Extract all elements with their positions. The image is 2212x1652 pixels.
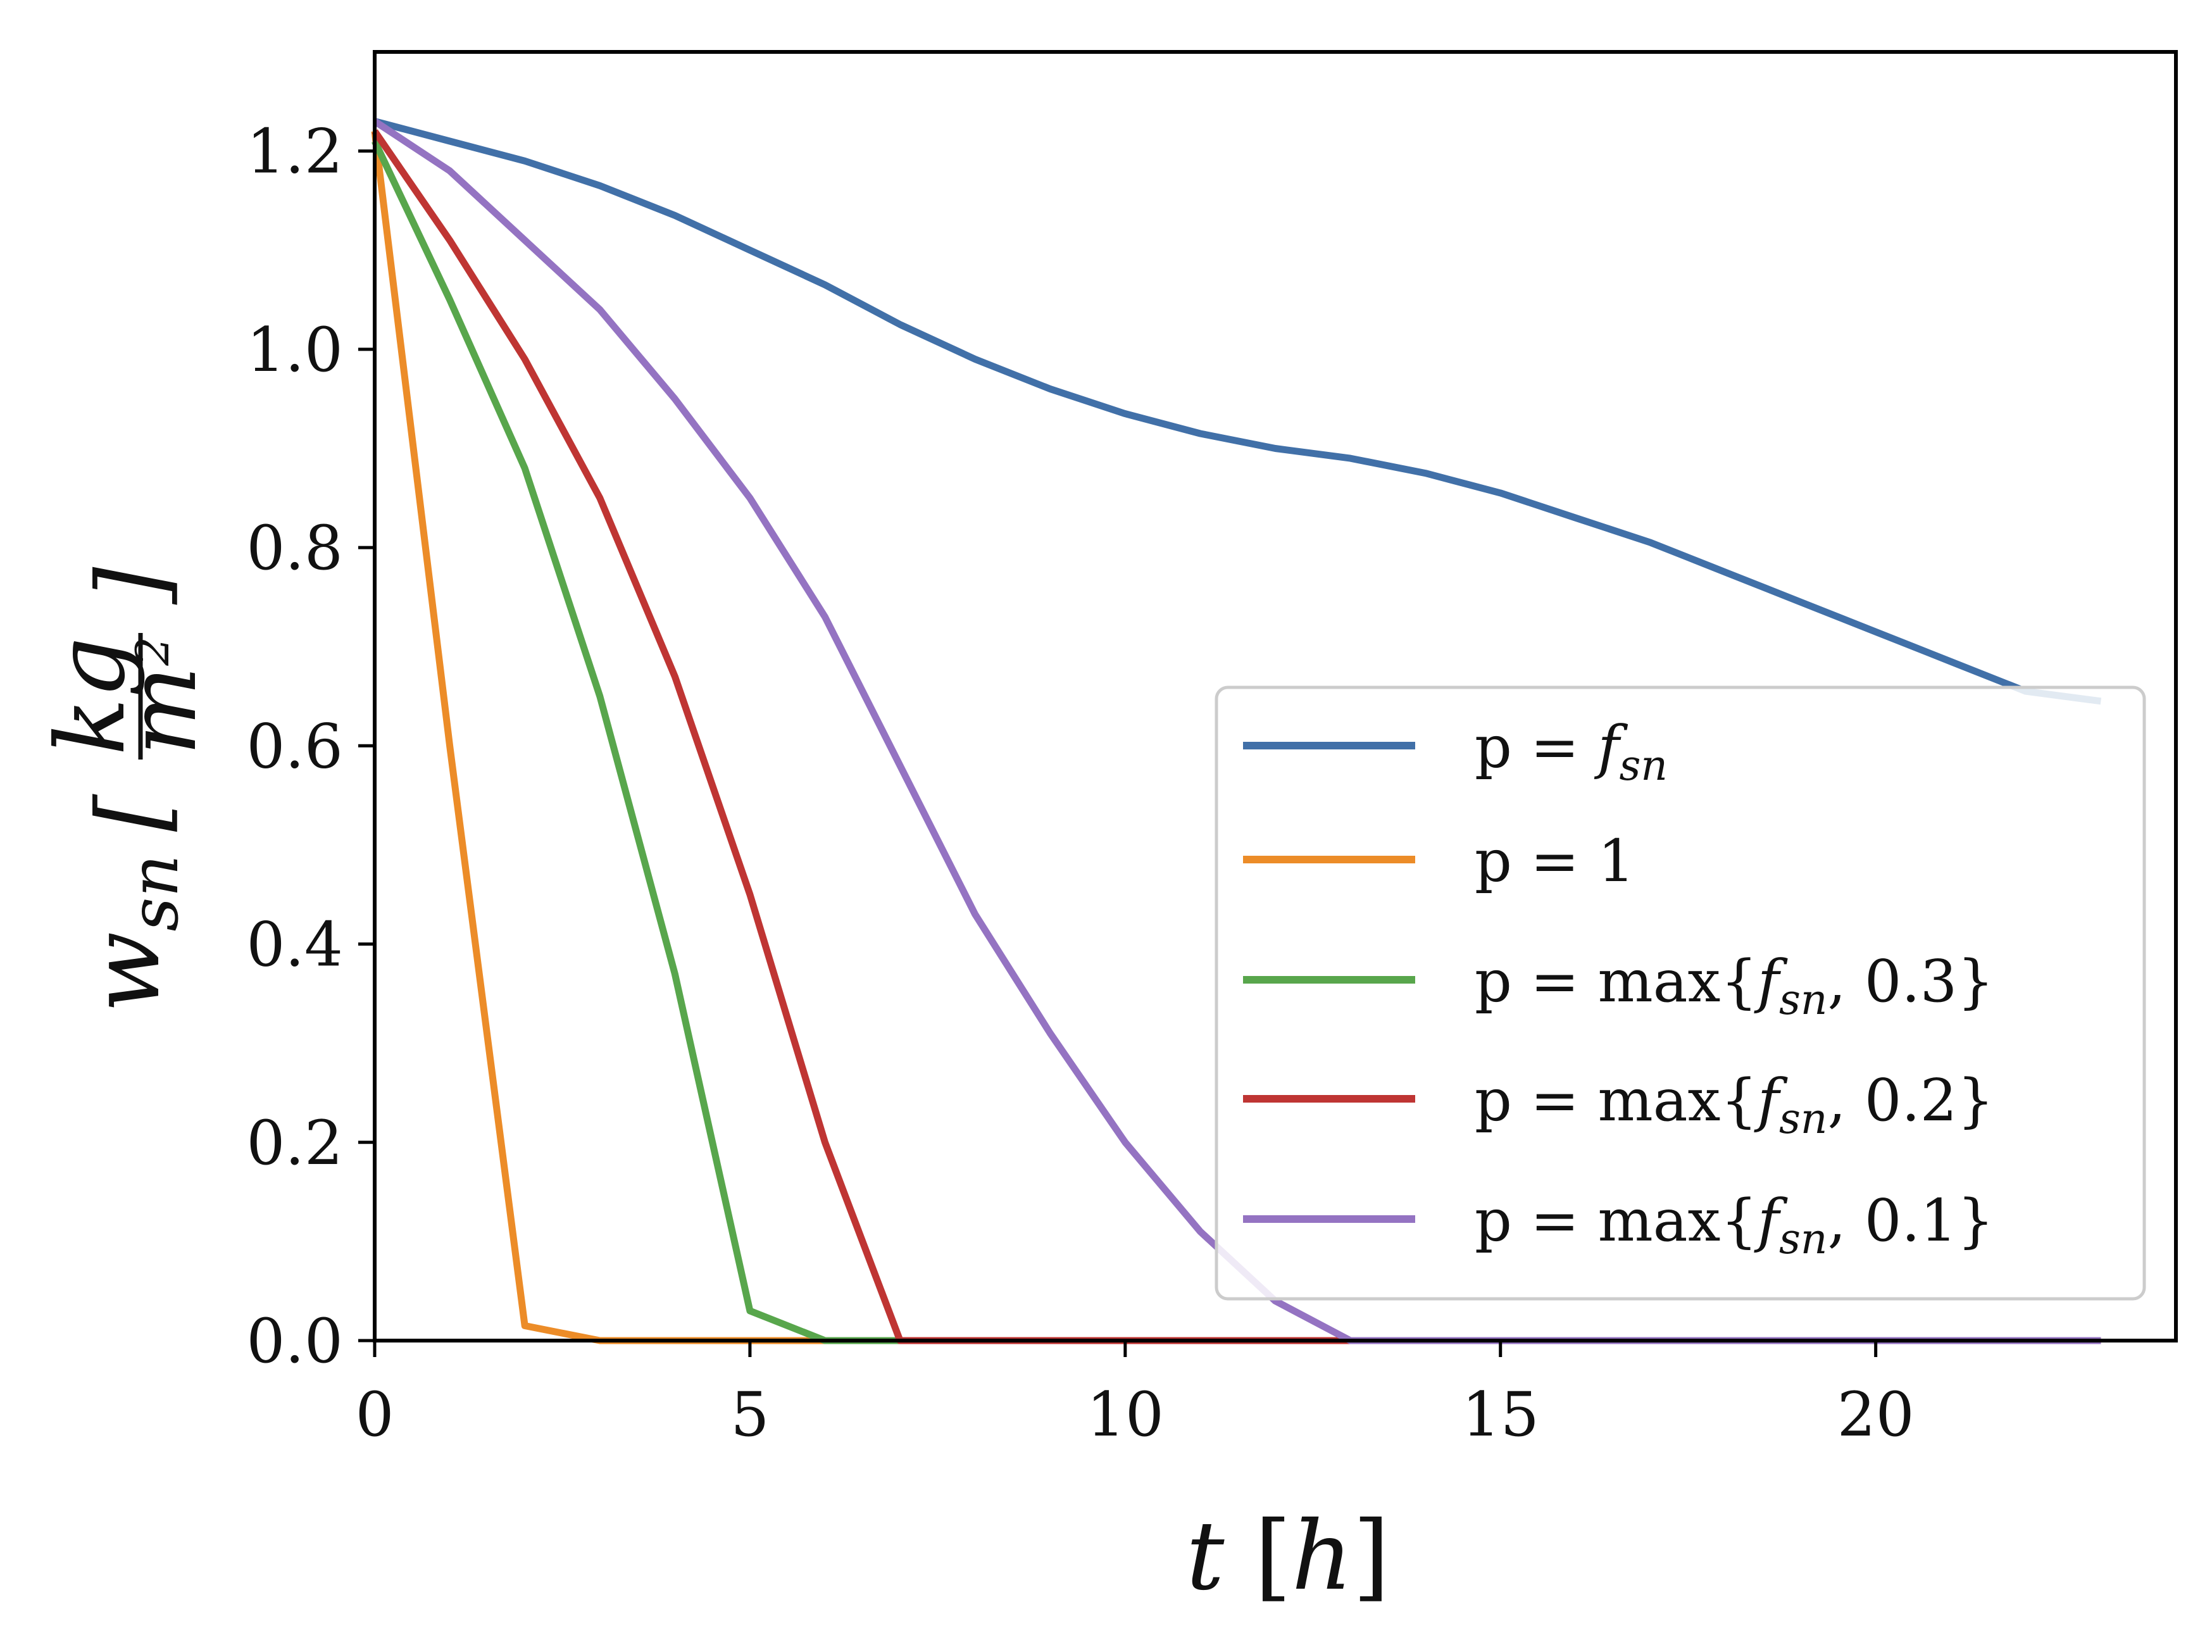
legend-label-suffix: , 0.1} [1827, 1187, 1994, 1255]
legend-label-text: p = max{ [1475, 948, 1758, 1015]
y-axis-label-unit-exponent: 2 [126, 637, 179, 666]
legend-label-text: p = max{ [1475, 1187, 1758, 1255]
legend-label-5: p = max{fsn, 0.1} [1475, 1187, 1994, 1263]
x-axis-label: t [h] [1186, 1501, 1390, 1611]
plot-frame [373, 50, 2178, 1342]
x-tick-label: 15 [1462, 1379, 1539, 1450]
legend-label-text: p = max{ [1475, 1067, 1758, 1134]
legend-box [1215, 685, 2146, 1301]
x-axis-label-symbol: t [1186, 1501, 1225, 1611]
legend-label-4: p = max{fsn, 0.2} [1475, 1067, 1994, 1143]
y-tick-label: 0.4 [246, 910, 343, 980]
legend: p = fsn p = 1 p = max{fsn, 0.3} p = max{fsn… [1215, 685, 2146, 1301]
y-tick-label: 0.8 [246, 513, 343, 584]
legend-label-3: p = max{fsn, 0.3} [1475, 948, 1994, 1024]
y-axis-label-main: w [71, 932, 181, 1013]
axes-layer: 0 5 10 15 20 0.0 0.2 0.4 0.6 0.8 1.0 1.2 [246, 50, 2178, 1450]
y-axis-label-subscript: sn [116, 854, 193, 932]
legend-label-1: p = fsn [1475, 713, 1668, 790]
y-tick-label: 0.6 [246, 711, 343, 782]
y-axis-label-bracket-open: [ [77, 794, 187, 832]
y-tick-label: 1.0 [246, 315, 343, 385]
y-axis-label-symbol: wsn [71, 854, 193, 1013]
legend-label-text: p = [1475, 713, 1597, 781]
legend-label-suffix: , 0.2} [1827, 1067, 1994, 1134]
y-axis-label-unit-denominator: m2 [108, 637, 218, 756]
x-axis-label-unit: h [1292, 1501, 1353, 1611]
y-tick-label: 0.0 [246, 1306, 343, 1377]
y-axis-label-bracket-close: ] [77, 566, 187, 605]
x-tick-label: 20 [1837, 1379, 1915, 1450]
legend-label-subscript: sn [1779, 975, 1827, 1024]
y-tick-label: 1.2 [246, 116, 343, 187]
x-tick-label: 10 [1087, 1379, 1164, 1450]
legend-label-suffix: , 0.3} [1827, 948, 1994, 1015]
y-axis-label-unit-base: m [108, 666, 218, 756]
y-axis-label-unit-numerator: kg [36, 637, 146, 756]
legend-label-subscript: sn [1779, 1094, 1827, 1143]
series-line-1 [373, 118, 2102, 705]
y-tick-label: 0.2 [246, 1108, 343, 1179]
legend-label-2: p = 1 [1475, 827, 1635, 895]
x-axis-label-bracket: ] [1353, 1501, 1390, 1611]
legend-label-subscript: sn [1779, 1215, 1827, 1263]
legend-label-text: p = 1 [1475, 827, 1635, 895]
x-axis-label-bracket: [ [1224, 1501, 1291, 1611]
legend-label-subscript: sn [1620, 741, 1668, 790]
x-tick-label: 0 [355, 1379, 394, 1450]
x-tick-label: 5 [730, 1379, 769, 1450]
